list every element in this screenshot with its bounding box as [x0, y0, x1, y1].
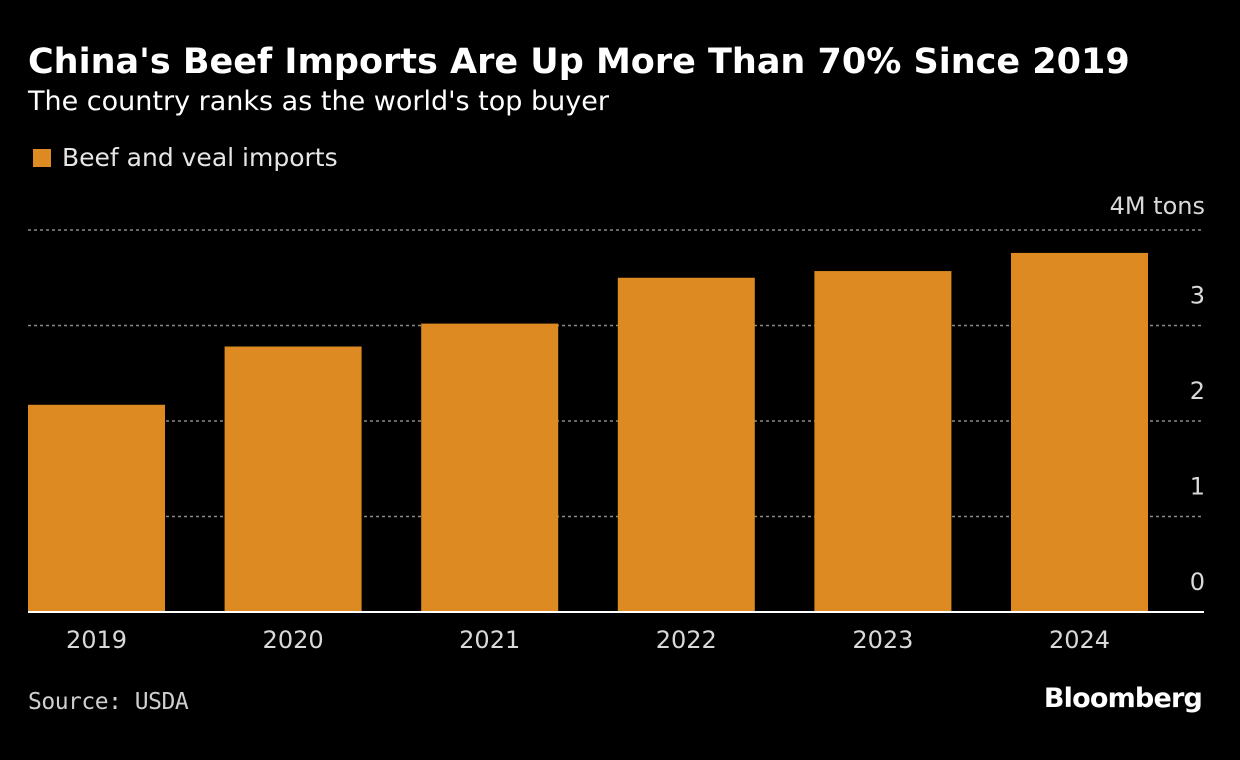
- x-tick-label: 2019: [66, 626, 127, 654]
- legend: Beef and veal imports: [33, 142, 338, 174]
- y-tick-label: 3: [1190, 282, 1205, 310]
- bar-2023: [814, 271, 952, 612]
- legend-swatch: [33, 149, 51, 167]
- x-tick-label: 2022: [656, 626, 717, 654]
- bars: [28, 252, 1148, 613]
- bar-2024: [1011, 252, 1148, 613]
- x-tick-labels: 2019 2020 2021 2022 2023 2024: [66, 626, 1110, 654]
- chart-title: China's Beef Imports Are Up More Than 70…: [28, 42, 1130, 82]
- y-tick-label: 4M tons: [1110, 192, 1205, 220]
- y-tick-label: 1: [1190, 473, 1205, 501]
- bar-2022: [617, 277, 755, 612]
- bar-2021: [421, 323, 559, 612]
- bloomberg-logo: Bloomberg: [1043, 683, 1203, 714]
- y-tick-label: 0: [1190, 568, 1205, 596]
- x-tick-label: 2023: [852, 626, 913, 654]
- y-tick-label: 2: [1190, 377, 1205, 405]
- chart-subtitle: The country ranks as the world's top buy…: [28, 86, 609, 117]
- x-tick-label: 2020: [263, 626, 324, 654]
- y-tick-labels: 0 1 2 3 4M tons: [1110, 192, 1205, 596]
- bar-2019: [28, 404, 165, 612]
- gridlines: [28, 229, 1204, 518]
- x-tick-label: 2021: [459, 626, 520, 654]
- source-note: Source: USDA: [28, 689, 189, 715]
- legend-label: Beef and veal imports: [62, 143, 338, 172]
- x-tick-label: 2024: [1049, 626, 1110, 654]
- bar-2020: [224, 346, 362, 612]
